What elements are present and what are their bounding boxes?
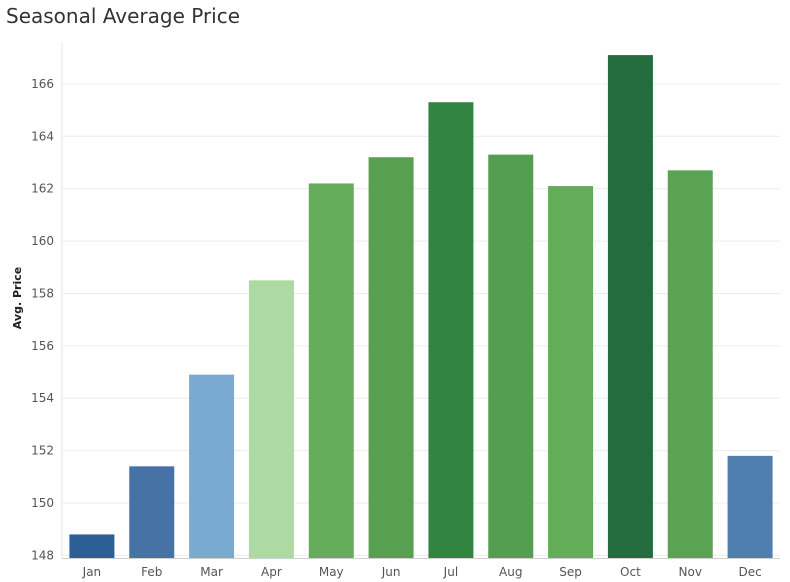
bar-apr[interactable] xyxy=(248,280,294,558)
y-tick-label: 166 xyxy=(31,77,54,91)
y-axis: 148 150 152 154 156 158 160 162 164 166 xyxy=(31,42,63,562)
bar-may[interactable] xyxy=(308,183,354,558)
x-tick-label: Jul xyxy=(443,565,458,579)
x-tick-label: Sep xyxy=(559,565,582,579)
y-tick-label: 164 xyxy=(31,129,54,143)
y-tick-label: 160 xyxy=(31,234,54,248)
y-tick-label: 148 xyxy=(31,548,54,562)
x-tick-label: Feb xyxy=(141,565,162,579)
gridlines xyxy=(62,83,780,556)
x-tick-label: Mar xyxy=(200,565,223,579)
y-tick-label: 154 xyxy=(31,391,54,405)
x-tick-label: Dec xyxy=(738,565,761,579)
y-axis-title: Avg. Price xyxy=(11,267,24,329)
y-tick-label: 156 xyxy=(31,339,54,353)
bar-mar[interactable] xyxy=(189,374,235,558)
x-tick-label: May xyxy=(319,565,344,579)
bars xyxy=(69,55,773,559)
x-tick-label: Aug xyxy=(499,565,522,579)
x-tick-label: Apr xyxy=(261,565,282,579)
bar-jan[interactable] xyxy=(69,534,115,558)
chart-title: Seasonal Average Price xyxy=(6,4,241,28)
bar-oct[interactable] xyxy=(607,55,653,559)
x-axis: Jan Feb Mar Apr May Jun Jul Aug Sep Oct Nov Dec xyxy=(62,558,780,579)
x-tick-label: Nov xyxy=(679,565,702,579)
x-tick-label: Oct xyxy=(620,565,641,579)
y-tick-label: 158 xyxy=(31,286,54,300)
bar-aug[interactable] xyxy=(488,154,534,558)
bar-sep[interactable] xyxy=(548,186,594,558)
bar-feb[interactable] xyxy=(129,466,175,558)
y-tick-label: 150 xyxy=(31,496,54,510)
bar-dec[interactable] xyxy=(727,455,773,558)
bar-nov[interactable] xyxy=(667,170,713,558)
x-tick-label: Jun xyxy=(381,565,401,579)
y-tick-label: 162 xyxy=(31,182,54,196)
bar-jun[interactable] xyxy=(368,157,414,559)
y-tick-label: 152 xyxy=(31,444,54,458)
bar-jul[interactable] xyxy=(428,102,474,558)
x-tick-label: Jan xyxy=(82,565,102,579)
